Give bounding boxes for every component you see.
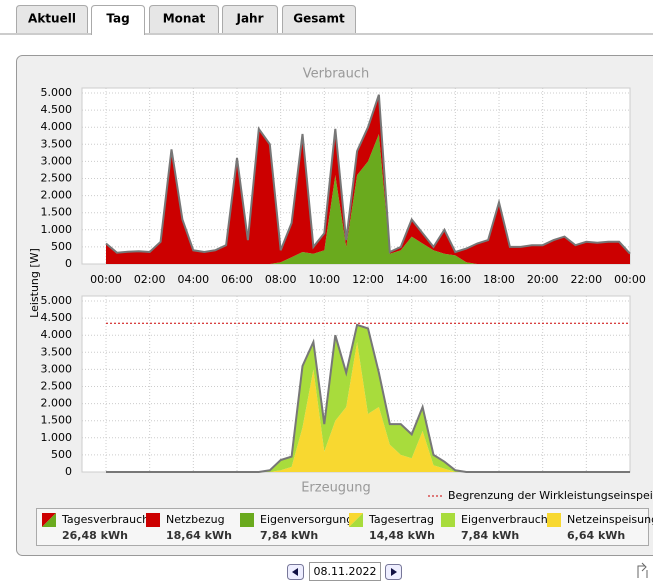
export-icon[interactable]	[637, 562, 648, 578]
y-tick-label: 4.500	[41, 311, 73, 324]
x-tick-label: 20:00	[527, 273, 559, 286]
y-tick-label: 5.000	[41, 86, 73, 99]
legend-total: 18,64 kWh	[166, 529, 232, 542]
y-tick-label: 1.500	[41, 414, 73, 427]
y-tick-label: 4.000	[41, 120, 73, 133]
legend-label: Netzeinspeisung	[567, 513, 653, 526]
area	[106, 134, 630, 264]
legend-icon	[349, 513, 363, 527]
legend-icon	[42, 513, 56, 527]
x-tick-label: 04:00	[177, 273, 209, 286]
tab-label: Gesamt	[293, 12, 345, 26]
x-tick-label: 18:00	[483, 273, 515, 286]
tab[interactable]	[16, 5, 88, 34]
tab[interactable]	[282, 5, 356, 34]
y-tick-label: 2.500	[41, 172, 73, 185]
x-tick-label: 12:00	[352, 273, 384, 286]
legend-label: Eigenverbrauch	[461, 513, 548, 526]
x-tick-label: 00:00	[614, 273, 646, 286]
tab-label: Jahr	[235, 12, 263, 26]
x-tick-label: 08:00	[265, 273, 297, 286]
y-tick-label: 1.000	[41, 223, 73, 236]
y-tick-label: 3.000	[41, 154, 73, 167]
date-box[interactable]	[309, 562, 381, 581]
x-tick-label: 22:00	[570, 273, 602, 286]
legend-label: Tagesertrag	[368, 513, 434, 526]
tab[interactable]	[222, 5, 278, 34]
limit-legend-label: Begrenzung der Wirkleistungseinspeisung	[448, 489, 653, 502]
date: 08.11.2022	[314, 565, 377, 578]
y-tick-label: 2.000	[41, 397, 73, 410]
prev-arrow	[292, 568, 298, 576]
y-tick-label: 1.000	[41, 431, 73, 444]
legend-icon	[441, 513, 455, 527]
y-tick-label: 500	[51, 240, 72, 253]
tab-label: Monat	[163, 12, 206, 26]
chart-title: Erzeugung	[301, 481, 371, 496]
legend-total: 26,48 kWh	[62, 529, 128, 542]
area	[106, 324, 630, 472]
tab-label: Tag	[106, 12, 129, 26]
y-tick-label: 500	[51, 448, 72, 461]
next-arrow	[391, 568, 397, 576]
x-tick-label: 00:00	[90, 273, 122, 286]
legend-total: 6,64 kWh	[567, 529, 625, 542]
x-tick-label: 06:00	[221, 273, 253, 286]
x-tick-label: 14:00	[396, 273, 428, 286]
tab-label: Aktuell	[28, 12, 76, 26]
legend-label: Eigenversorgung	[260, 513, 353, 526]
legend-total: 14,48 kWh	[369, 529, 435, 542]
y-tick-label: 5.000	[41, 294, 73, 307]
y-tick-label: 0	[65, 465, 72, 478]
y-axis-label: Leistung [W]	[28, 248, 41, 318]
legend-total: 7,84 kWh	[260, 529, 318, 542]
y-tick-label: 1.500	[41, 206, 73, 219]
legend-icon	[547, 513, 561, 527]
y-tick-label: 2.000	[41, 189, 73, 202]
y-tick-label: 4.000	[41, 328, 73, 341]
y-tick-label: 0	[65, 257, 72, 270]
y-tick-label: 4.500	[41, 103, 73, 116]
area	[106, 94, 630, 264]
tab[interactable]	[91, 5, 145, 36]
x-tick-label: 16:00	[439, 273, 471, 286]
legend-label: Netzbezug	[166, 513, 225, 526]
y-tick-label: 3.500	[41, 137, 73, 150]
legend-icon	[146, 513, 160, 527]
total-outline	[106, 323, 630, 473]
legend-total: 7,84 kWh	[461, 529, 519, 542]
total-outline	[105, 94, 631, 255]
y-tick-label: 3.500	[41, 345, 73, 358]
x-tick-label: 02:00	[134, 273, 166, 286]
y-tick-label: 2.500	[41, 380, 73, 393]
legend-icon	[240, 513, 254, 527]
y-tick-label: 3.000	[41, 362, 73, 375]
legend-box	[36, 508, 649, 546]
chart-title: Verbrauch	[303, 67, 369, 82]
x-tick-label: 10:00	[308, 273, 340, 286]
tab[interactable]	[149, 5, 219, 34]
legend-label: Tagesverbrauch	[61, 513, 149, 526]
area	[106, 342, 630, 472]
